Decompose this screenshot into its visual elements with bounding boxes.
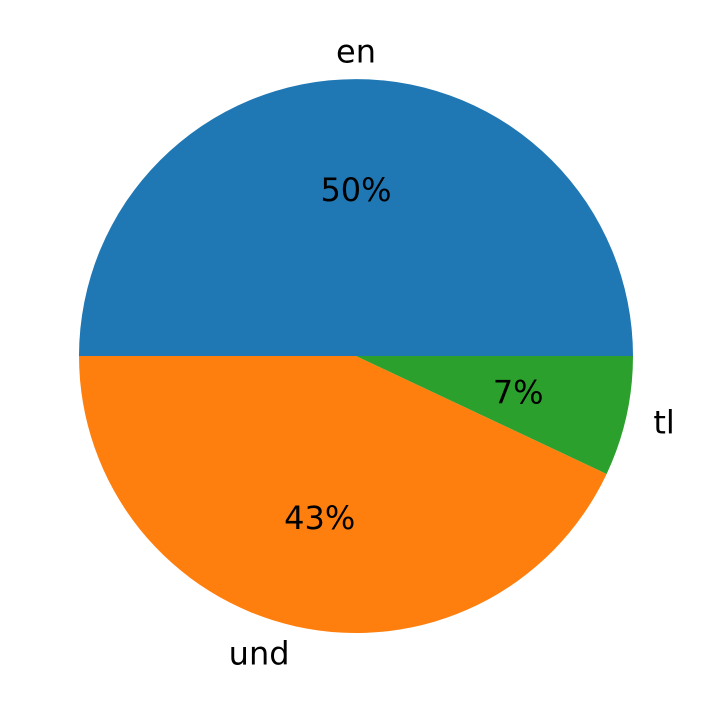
slice-label-en: en [336,32,376,70]
pie-slice-und [79,356,607,633]
pie-slice-tl [356,356,633,474]
pie-labels: en 50% und 43% tl 7% [229,32,675,672]
slice-label-tl: tl [653,403,674,441]
pie-slices [79,79,633,633]
percent-label-en: 50% [320,171,391,209]
slice-label-und: und [229,634,290,672]
pie-slice-en [79,79,633,356]
percent-label-und: 43% [284,499,355,537]
percent-label-tl: 7% [493,373,544,411]
